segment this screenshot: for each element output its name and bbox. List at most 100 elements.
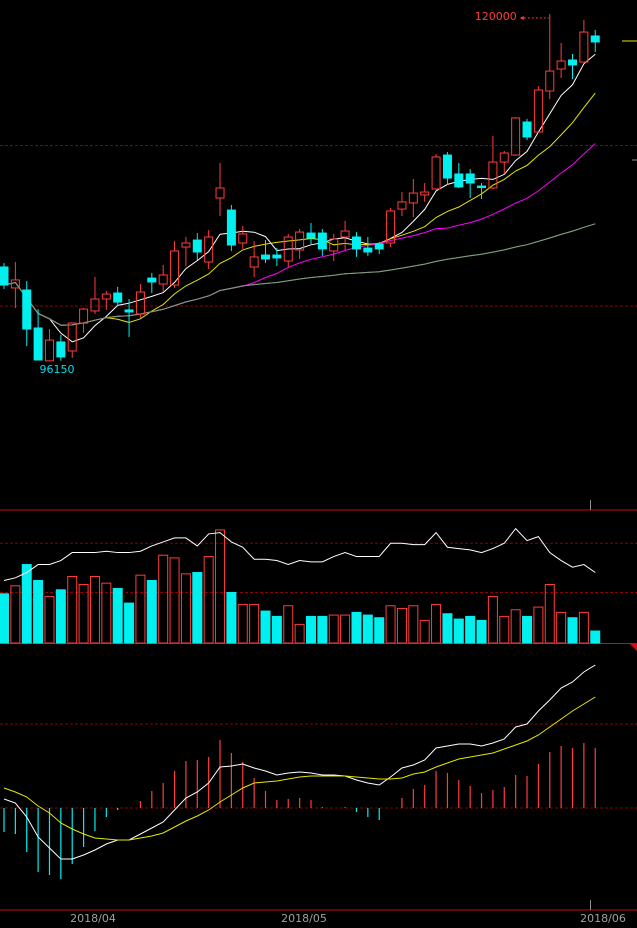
volume-bar-down xyxy=(522,615,533,644)
candle-down xyxy=(272,254,282,259)
x-tick-label: 2018/04 xyxy=(70,912,116,925)
candle-down xyxy=(124,309,134,313)
volume-bar-down xyxy=(192,572,203,644)
volume-bar-up xyxy=(396,607,407,644)
volume-bar-up xyxy=(408,605,419,644)
volume-bar-down xyxy=(465,615,476,644)
candle-up xyxy=(101,293,111,300)
candle-up xyxy=(10,279,20,289)
candle-down xyxy=(568,59,577,66)
volume-bar-down xyxy=(21,564,32,644)
candle-up xyxy=(170,250,180,286)
candle-down xyxy=(113,292,123,303)
volume-bar-down xyxy=(0,593,9,644)
candle-up xyxy=(283,236,293,262)
candle-up xyxy=(420,191,430,196)
candle-down xyxy=(522,121,532,138)
high-price-label: 120000 xyxy=(474,10,517,23)
volume-bar-up xyxy=(533,606,544,644)
candle-down xyxy=(306,232,316,239)
candle-up xyxy=(249,256,259,268)
candle-up xyxy=(238,233,248,244)
macd-dea-line xyxy=(3,696,596,841)
x-tick-label: 2018/06 xyxy=(580,912,626,925)
volume-bar-up xyxy=(419,619,430,644)
volume-bar-down xyxy=(146,579,157,644)
moving-average-line xyxy=(3,223,596,326)
candle-up xyxy=(397,201,407,210)
volume-bar-down xyxy=(567,617,578,644)
candle-down xyxy=(147,277,157,283)
candle-down xyxy=(261,254,271,260)
volume-bar-up xyxy=(135,574,146,644)
volume-bar-down xyxy=(362,614,373,644)
volume-bar-down xyxy=(351,611,362,644)
low-price-label: 96150 xyxy=(39,363,75,377)
moving-average-line xyxy=(3,223,596,326)
candle-up xyxy=(204,236,214,263)
volume-bar-down xyxy=(226,591,237,644)
candle-down xyxy=(33,327,43,361)
volume-bar-up xyxy=(67,576,78,644)
candle-up xyxy=(79,308,89,324)
volume-bar-up xyxy=(44,595,55,644)
volume-bar-up xyxy=(158,554,169,644)
candle-down xyxy=(374,243,384,250)
volume-bar-down xyxy=(124,602,135,644)
volume-bar-down xyxy=(476,619,487,644)
volume-bar-up xyxy=(180,573,191,644)
candle-up xyxy=(295,231,305,251)
candle-up xyxy=(44,339,54,362)
candle-up xyxy=(488,161,498,189)
volume-bar-up xyxy=(237,603,248,644)
candle-down xyxy=(351,236,361,250)
x-tick-label: 2018/05 xyxy=(281,912,327,925)
candle-up xyxy=(90,298,100,312)
volume-bar-up xyxy=(499,615,510,644)
volume-bar-up xyxy=(556,611,567,644)
candle-up xyxy=(340,230,350,238)
candle-up xyxy=(135,291,145,315)
candle-down xyxy=(454,173,464,188)
volume-bar-up xyxy=(544,583,555,644)
candle-up xyxy=(181,242,191,248)
volume-bar-up xyxy=(578,611,589,644)
candle-up xyxy=(545,70,555,92)
candle-down xyxy=(477,185,487,189)
candle-down xyxy=(0,266,9,286)
moving-average-line xyxy=(3,143,596,326)
moving-average-line xyxy=(3,92,596,326)
volume-bar-down xyxy=(374,617,385,644)
volume-bar-down xyxy=(442,613,453,644)
candle-down xyxy=(442,154,452,179)
candle-down xyxy=(226,209,236,246)
candle-up xyxy=(499,152,509,163)
volume-bar-down xyxy=(112,587,123,644)
candle-down xyxy=(56,341,66,358)
volume-bar-up xyxy=(385,605,396,644)
candle-up xyxy=(431,156,441,190)
volume-bar-down xyxy=(453,618,464,644)
volume-bar-down xyxy=(305,615,316,644)
candle-up xyxy=(329,238,339,252)
volume-bar-up xyxy=(283,605,294,644)
candle-up xyxy=(579,31,589,63)
candle-up xyxy=(556,60,566,70)
volume-bar-up xyxy=(215,529,226,644)
candle-up xyxy=(408,192,418,204)
volume-bar-down xyxy=(33,579,44,644)
volume-bar-up xyxy=(101,582,112,644)
volume-bar-down xyxy=(317,615,328,644)
candle-up xyxy=(386,210,396,244)
candle-down xyxy=(317,232,327,250)
candle-up xyxy=(511,117,521,156)
volume-bar-up xyxy=(89,576,100,644)
high-arrow-head xyxy=(519,16,524,21)
candle-down xyxy=(363,247,373,253)
panel-marker-triangle xyxy=(630,644,637,651)
volume-bar-up xyxy=(10,585,21,644)
volume-bar-up xyxy=(169,557,180,644)
volume-bar-up xyxy=(510,609,521,644)
candle-up xyxy=(533,89,543,133)
